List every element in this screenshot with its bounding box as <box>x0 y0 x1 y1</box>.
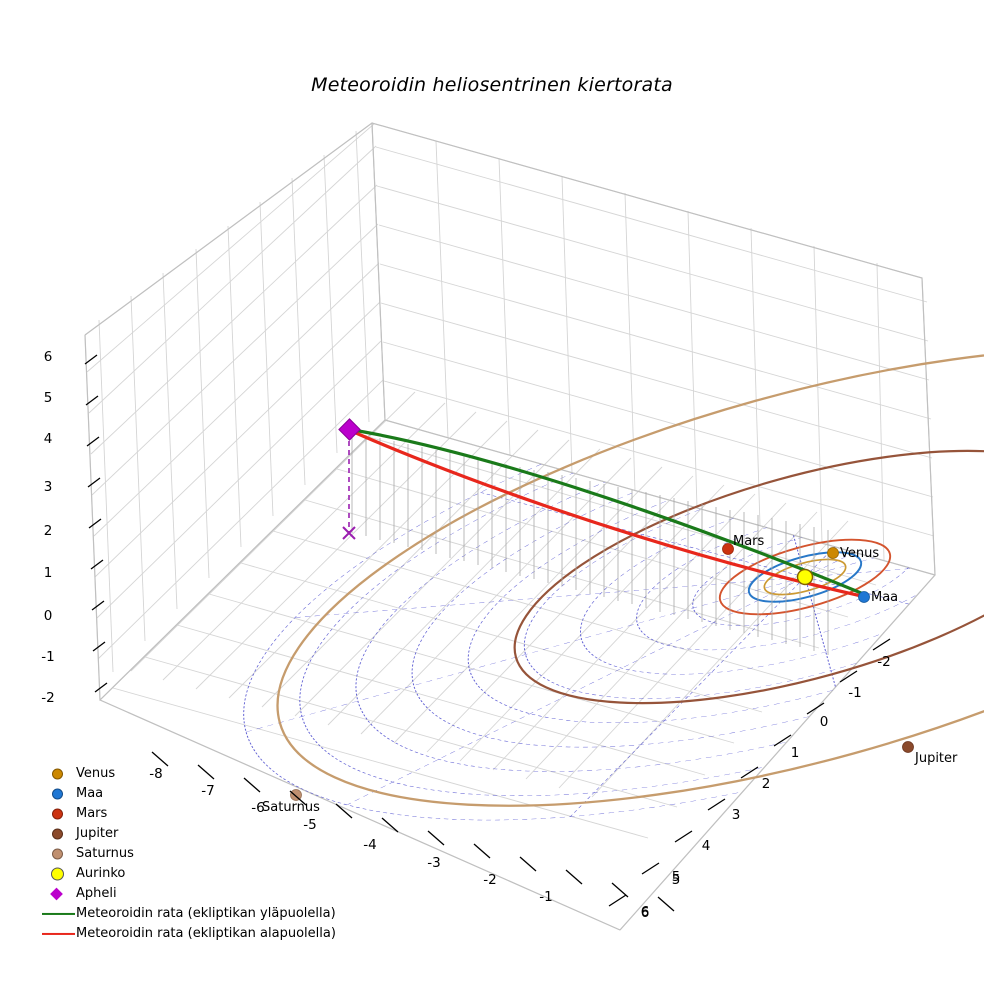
legend-line-icon <box>42 912 75 916</box>
legend-dot-icon <box>52 768 63 780</box>
legend-item[interactable]: Meteoroidin rata (ekliptikan alapuolella… <box>40 924 370 944</box>
legend-item-label: Aurinko <box>76 866 126 881</box>
legend-dot-icon <box>52 848 63 860</box>
legend-item-label: Apheli <box>76 886 117 901</box>
meteoroid-orbit-below-ecliptic <box>345 427 868 599</box>
jupiter-marker <box>902 741 914 753</box>
jupiter-label: Jupiter <box>914 751 958 766</box>
orbit-drop-lines <box>351 433 829 655</box>
z-tick-label: -2 <box>41 690 54 706</box>
legend-line-icon <box>42 932 75 936</box>
legend-item-label: Saturnus <box>76 846 134 861</box>
y-tick-label: 6 <box>641 904 650 920</box>
legend-item[interactable]: Venus <box>40 764 370 784</box>
venus-marker <box>827 547 839 559</box>
z-tick-label: 5 <box>44 390 53 406</box>
x-tick-label: -4 <box>363 837 376 853</box>
legend-item[interactable]: Aurinko <box>40 864 370 884</box>
z-tick-label: 3 <box>44 479 53 495</box>
x-tick-label: -1 <box>539 889 552 905</box>
right-pane-grid <box>371 122 936 576</box>
orbit-mars <box>718 538 892 616</box>
maa-label: Maa <box>871 590 898 605</box>
x-tick-label: -5 <box>303 817 316 833</box>
y-tick-label: 1 <box>791 745 800 761</box>
orbit-venus <box>763 558 847 596</box>
legend: Venus Maa Mars Jupiter Saturnus Aurinko Apheli… <box>40 764 370 944</box>
z-tick-labels: 6 5 4 3 2 1 0 -1 -2 <box>41 349 54 706</box>
x-axis-ticks <box>151 751 675 912</box>
x-tick-label: 6 <box>641 905 650 921</box>
meteoroid-orbit-above-ecliptic <box>345 427 868 597</box>
orbit-jupiter <box>513 449 984 705</box>
x-tick-label: -8 <box>149 766 162 782</box>
z-tick-label: -1 <box>41 649 54 665</box>
legend-item-label: Jupiter <box>76 826 119 841</box>
legend-item-label: Maa <box>76 786 104 801</box>
maa-marker <box>858 591 870 603</box>
x-tick-label: -3 <box>427 855 440 871</box>
legend-dot-icon <box>52 808 63 820</box>
legend-item[interactable]: Mars <box>40 804 370 824</box>
legend-item[interactable]: Meteoroidin rata (ekliptikan yläpuolella… <box>40 904 370 924</box>
legend-dot-icon <box>52 788 63 800</box>
venus-label: Venus <box>840 546 879 561</box>
z-tick-label: 2 <box>44 523 53 539</box>
y-tick-label: -2 <box>877 654 890 670</box>
left-pane-grid <box>86 123 386 701</box>
y-tick-label: 2 <box>762 776 771 792</box>
legend-item[interactable]: Saturnus <box>40 844 370 864</box>
y-tick-label: 4 <box>702 838 711 854</box>
y-tick-label: 5 <box>672 869 681 885</box>
legend-item-label: Meteoroidin rata (ekliptikan alapuolella… <box>76 926 336 941</box>
legend-item[interactable]: Apheli <box>40 884 370 904</box>
legend-sun-icon <box>51 867 64 881</box>
y-tick-label: 0 <box>820 714 829 730</box>
saturnus-marker <box>290 789 302 801</box>
z-tick-label: 1 <box>44 565 53 581</box>
y-tick-label: -1 <box>848 685 861 701</box>
x-tick-label: -7 <box>201 783 214 799</box>
z-tick-label: 4 <box>44 431 53 447</box>
aurinko-marker <box>796 568 814 586</box>
legend-item[interactable]: Maa <box>40 784 370 804</box>
y-tick-label: 3 <box>732 807 741 823</box>
saturnus-label: Saturnus <box>262 800 320 815</box>
legend-diamond-icon <box>50 887 63 901</box>
legend-item-label: Mars <box>76 806 108 821</box>
mars-label: Mars <box>733 534 765 549</box>
z-tick-label: 0 <box>44 608 53 624</box>
orbit-saturnus <box>276 347 984 807</box>
x-tick-label: -2 <box>483 872 496 888</box>
z-axis-ticks <box>84 354 108 693</box>
aphelion-projection-x-icon <box>342 526 356 540</box>
x-tick-labels: -8 -7 -6 -5 -4 -3 -2 -1 5 6 <box>149 766 680 921</box>
x-tick-label: -6 <box>251 800 264 816</box>
y-tick-labels: -2 -1 0 1 2 3 4 5 6 <box>641 654 891 920</box>
legend-dot-icon <box>52 828 63 840</box>
aphelion-marker <box>338 418 361 441</box>
legend-item-label: Meteoroidin rata (ekliptikan yläpuolella… <box>76 906 336 921</box>
x-tick-label: 5 <box>672 872 681 888</box>
legend-item-label: Venus <box>76 766 116 781</box>
y-axis-ticks <box>608 638 891 907</box>
z-tick-label: 6 <box>44 349 53 365</box>
page-title: Meteoroidin heliosentrinen kiertorata <box>311 74 673 96</box>
mars-marker <box>722 543 734 555</box>
legend-item[interactable]: Jupiter <box>40 824 370 844</box>
